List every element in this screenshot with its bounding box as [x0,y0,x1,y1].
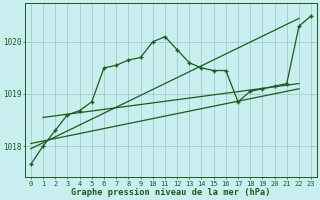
X-axis label: Graphe pression niveau de la mer (hPa): Graphe pression niveau de la mer (hPa) [71,188,271,197]
